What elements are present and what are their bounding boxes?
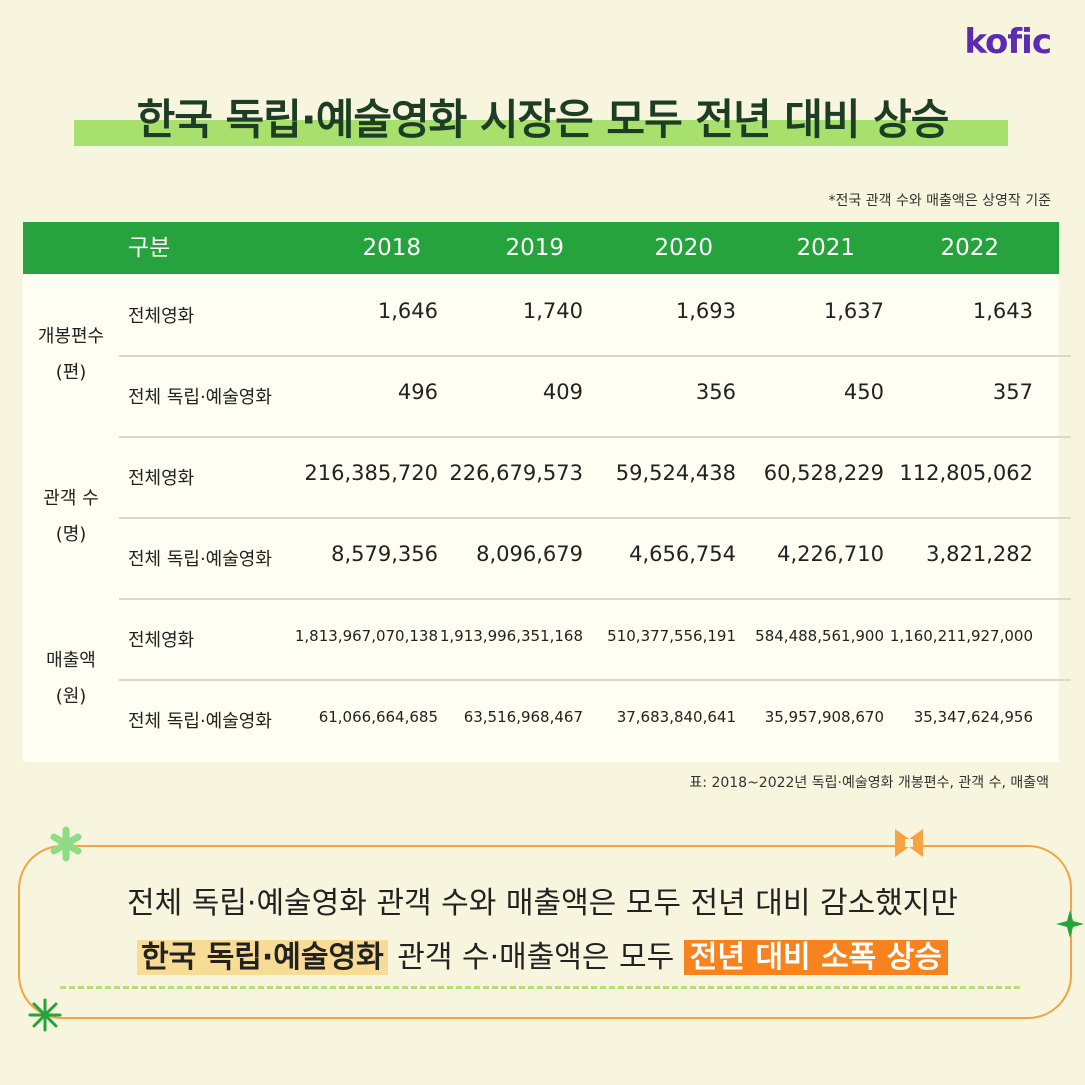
group-label: 매출액 (원) [23, 643, 119, 715]
title-highlight-bar [74, 120, 1008, 146]
row-label: 전체 독립·예술영화 [128, 386, 272, 408]
table-cell: 8,096,679 [476, 541, 583, 566]
table-cell: 61,066,664,685 [318, 708, 438, 727]
table-cell: 1,646 [377, 298, 438, 323]
title-wrap: 한국 독립·예술영화 시장은 모두 전년 대비 상승 [0, 86, 1085, 147]
table-cell: 409 [542, 379, 583, 404]
header-year-2020: 2020 [654, 235, 713, 261]
row-label: 전체영화 [128, 467, 195, 489]
row-divider [119, 598, 1071, 600]
group-unit: (명) [55, 524, 87, 545]
header-year-2021: 2021 [796, 235, 855, 261]
table-caption: 표: 2018~2022년 독립·예술영화 개봉편수, 관객 수, 매출액 [689, 775, 1049, 791]
callout-line-1: 전체 독립·예술영화 관객 수와 매출액은 모두 전년 대비 감소했지만 [126, 886, 959, 921]
header-year-2022: 2022 [940, 235, 999, 261]
table-cell: 4,226,710 [777, 541, 884, 566]
group-name: 매출액 [46, 650, 96, 671]
table-cell: 1,160,211,927,000 [889, 627, 1033, 646]
row-divider [119, 679, 1071, 681]
group-label: 관객 수 (명) [23, 481, 119, 553]
table-cell: 3,821,282 [926, 541, 1033, 566]
table-cell: 510,377,556,191 [607, 627, 736, 646]
row-divider [119, 436, 1071, 438]
table-cell: 216,385,720 [304, 460, 438, 485]
table-cell: 60,528,229 [763, 460, 884, 485]
asterisk-icon [50, 826, 82, 862]
table-cell: 8,579,356 [331, 541, 438, 566]
row-divider [119, 517, 1071, 519]
starburst-icon [28, 998, 62, 1032]
table-cell: 112,805,062 [899, 460, 1033, 485]
table-cell: 357 [992, 379, 1033, 404]
table-cell: 1,637 [823, 298, 884, 323]
group-unit: (원) [55, 686, 87, 707]
table-cell: 59,524,438 [615, 460, 736, 485]
group-unit: (편) [55, 362, 87, 383]
table-cell: 35,347,624,956 [913, 708, 1033, 727]
sparkle-icon [1056, 910, 1084, 938]
callout-highlight-korean: 한국 독립·예술영화 [137, 940, 388, 975]
header-label: 구분 [128, 235, 171, 261]
table-cell: 1,643 [972, 298, 1033, 323]
kofic-logo: kofic [964, 22, 1052, 62]
group-name: 관객 수 [43, 488, 99, 509]
table-cell: 1,740 [522, 298, 583, 323]
table-cell: 226,679,573 [449, 460, 583, 485]
row-label: 전체영화 [128, 305, 195, 327]
table-cell: 37,683,840,641 [616, 708, 736, 727]
data-table: 구분 2018 2019 2020 2021 2022 개봉편수 (편) 전체영화 1,646… [23, 222, 1071, 762]
table-header: 구분 2018 2019 2020 2021 2022 [23, 222, 1059, 274]
page-title: 한국 독립·예술영화 시장은 모두 전년 대비 상승 [136, 95, 950, 144]
row-label: 전체 독립·예술영화 [128, 710, 272, 732]
table-cell: 63,516,968,467 [463, 708, 583, 727]
group-name: 개봉편수 [37, 326, 105, 347]
table-cell: 4,656,754 [629, 541, 736, 566]
table-cell: 1,813,967,070,138 [294, 627, 438, 646]
callout-box [18, 845, 1072, 1019]
row-divider [119, 355, 1071, 357]
header-year-2019: 2019 [505, 235, 564, 261]
header-year-2018: 2018 [362, 235, 421, 261]
table-cell: 356 [695, 379, 736, 404]
callout-middle-text: 관객 수·매출액은 모두 [387, 940, 684, 975]
footnote: *전국 관객 수와 매출액은 상영작 기준 [828, 193, 1051, 209]
callout-highlight-rise: 전년 대비 소폭 상승 [683, 940, 948, 975]
table-cell: 1,913,996,351,168 [439, 627, 583, 646]
table-cell: 584,488,561,900 [755, 627, 884, 646]
table-cell: 1,693 [675, 298, 736, 323]
dashed-underline [60, 986, 1020, 989]
callout-line-2: 한국 독립·예술영화 관객 수·매출액은 모두 전년 대비 소폭 상승 [0, 932, 1085, 976]
table-cell: 496 [397, 379, 438, 404]
row-label: 전체 독립·예술영화 [128, 548, 272, 570]
bowtie-icon [895, 829, 923, 857]
row-label: 전체영화 [128, 629, 195, 651]
table-cell: 450 [843, 379, 884, 404]
table-cell: 35,957,908,670 [764, 708, 884, 727]
group-label: 개봉편수 (편) [23, 319, 119, 391]
